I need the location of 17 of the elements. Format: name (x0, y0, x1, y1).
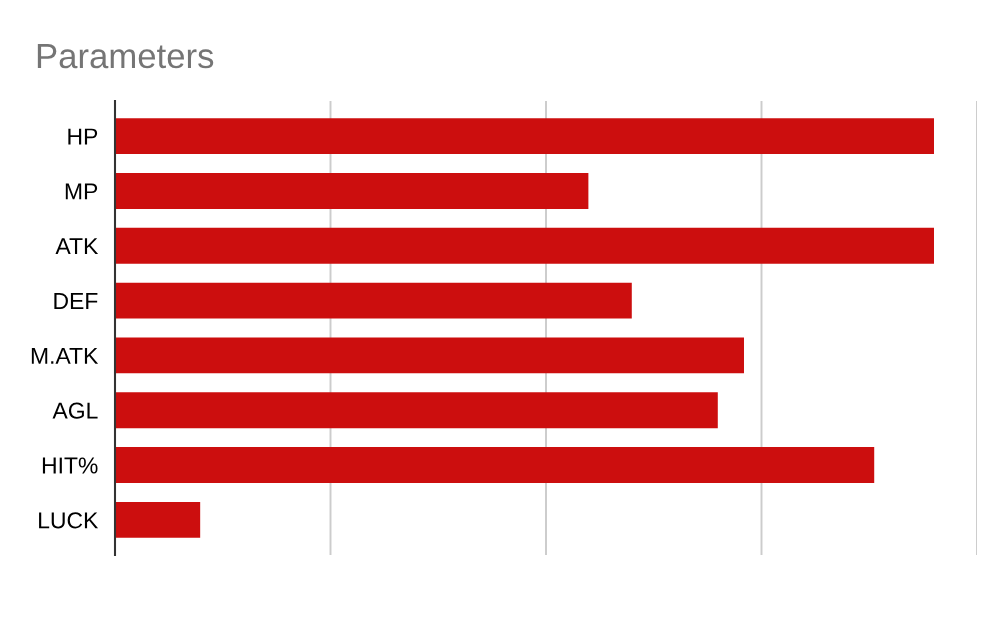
y-tick-label: MP (65, 183, 98, 200)
y-tick-label: M.ATK (31, 347, 99, 364)
y-tick-label: HIT% (42, 457, 98, 474)
bar (115, 282, 632, 319)
bar (115, 227, 934, 264)
bar (115, 172, 589, 209)
y-tick-label: HP (68, 128, 98, 145)
y-tick-label: ATK (55, 238, 99, 255)
y-tick-label: LUCK (39, 512, 99, 529)
chart-title: Parameters (37, 44, 214, 69)
y-tick-label: DEF (54, 293, 98, 309)
bar (115, 447, 875, 484)
y-tick-label: AGL (52, 402, 98, 419)
bar (115, 337, 744, 374)
bar (115, 392, 718, 429)
bar (115, 118, 934, 155)
bar (115, 501, 201, 538)
